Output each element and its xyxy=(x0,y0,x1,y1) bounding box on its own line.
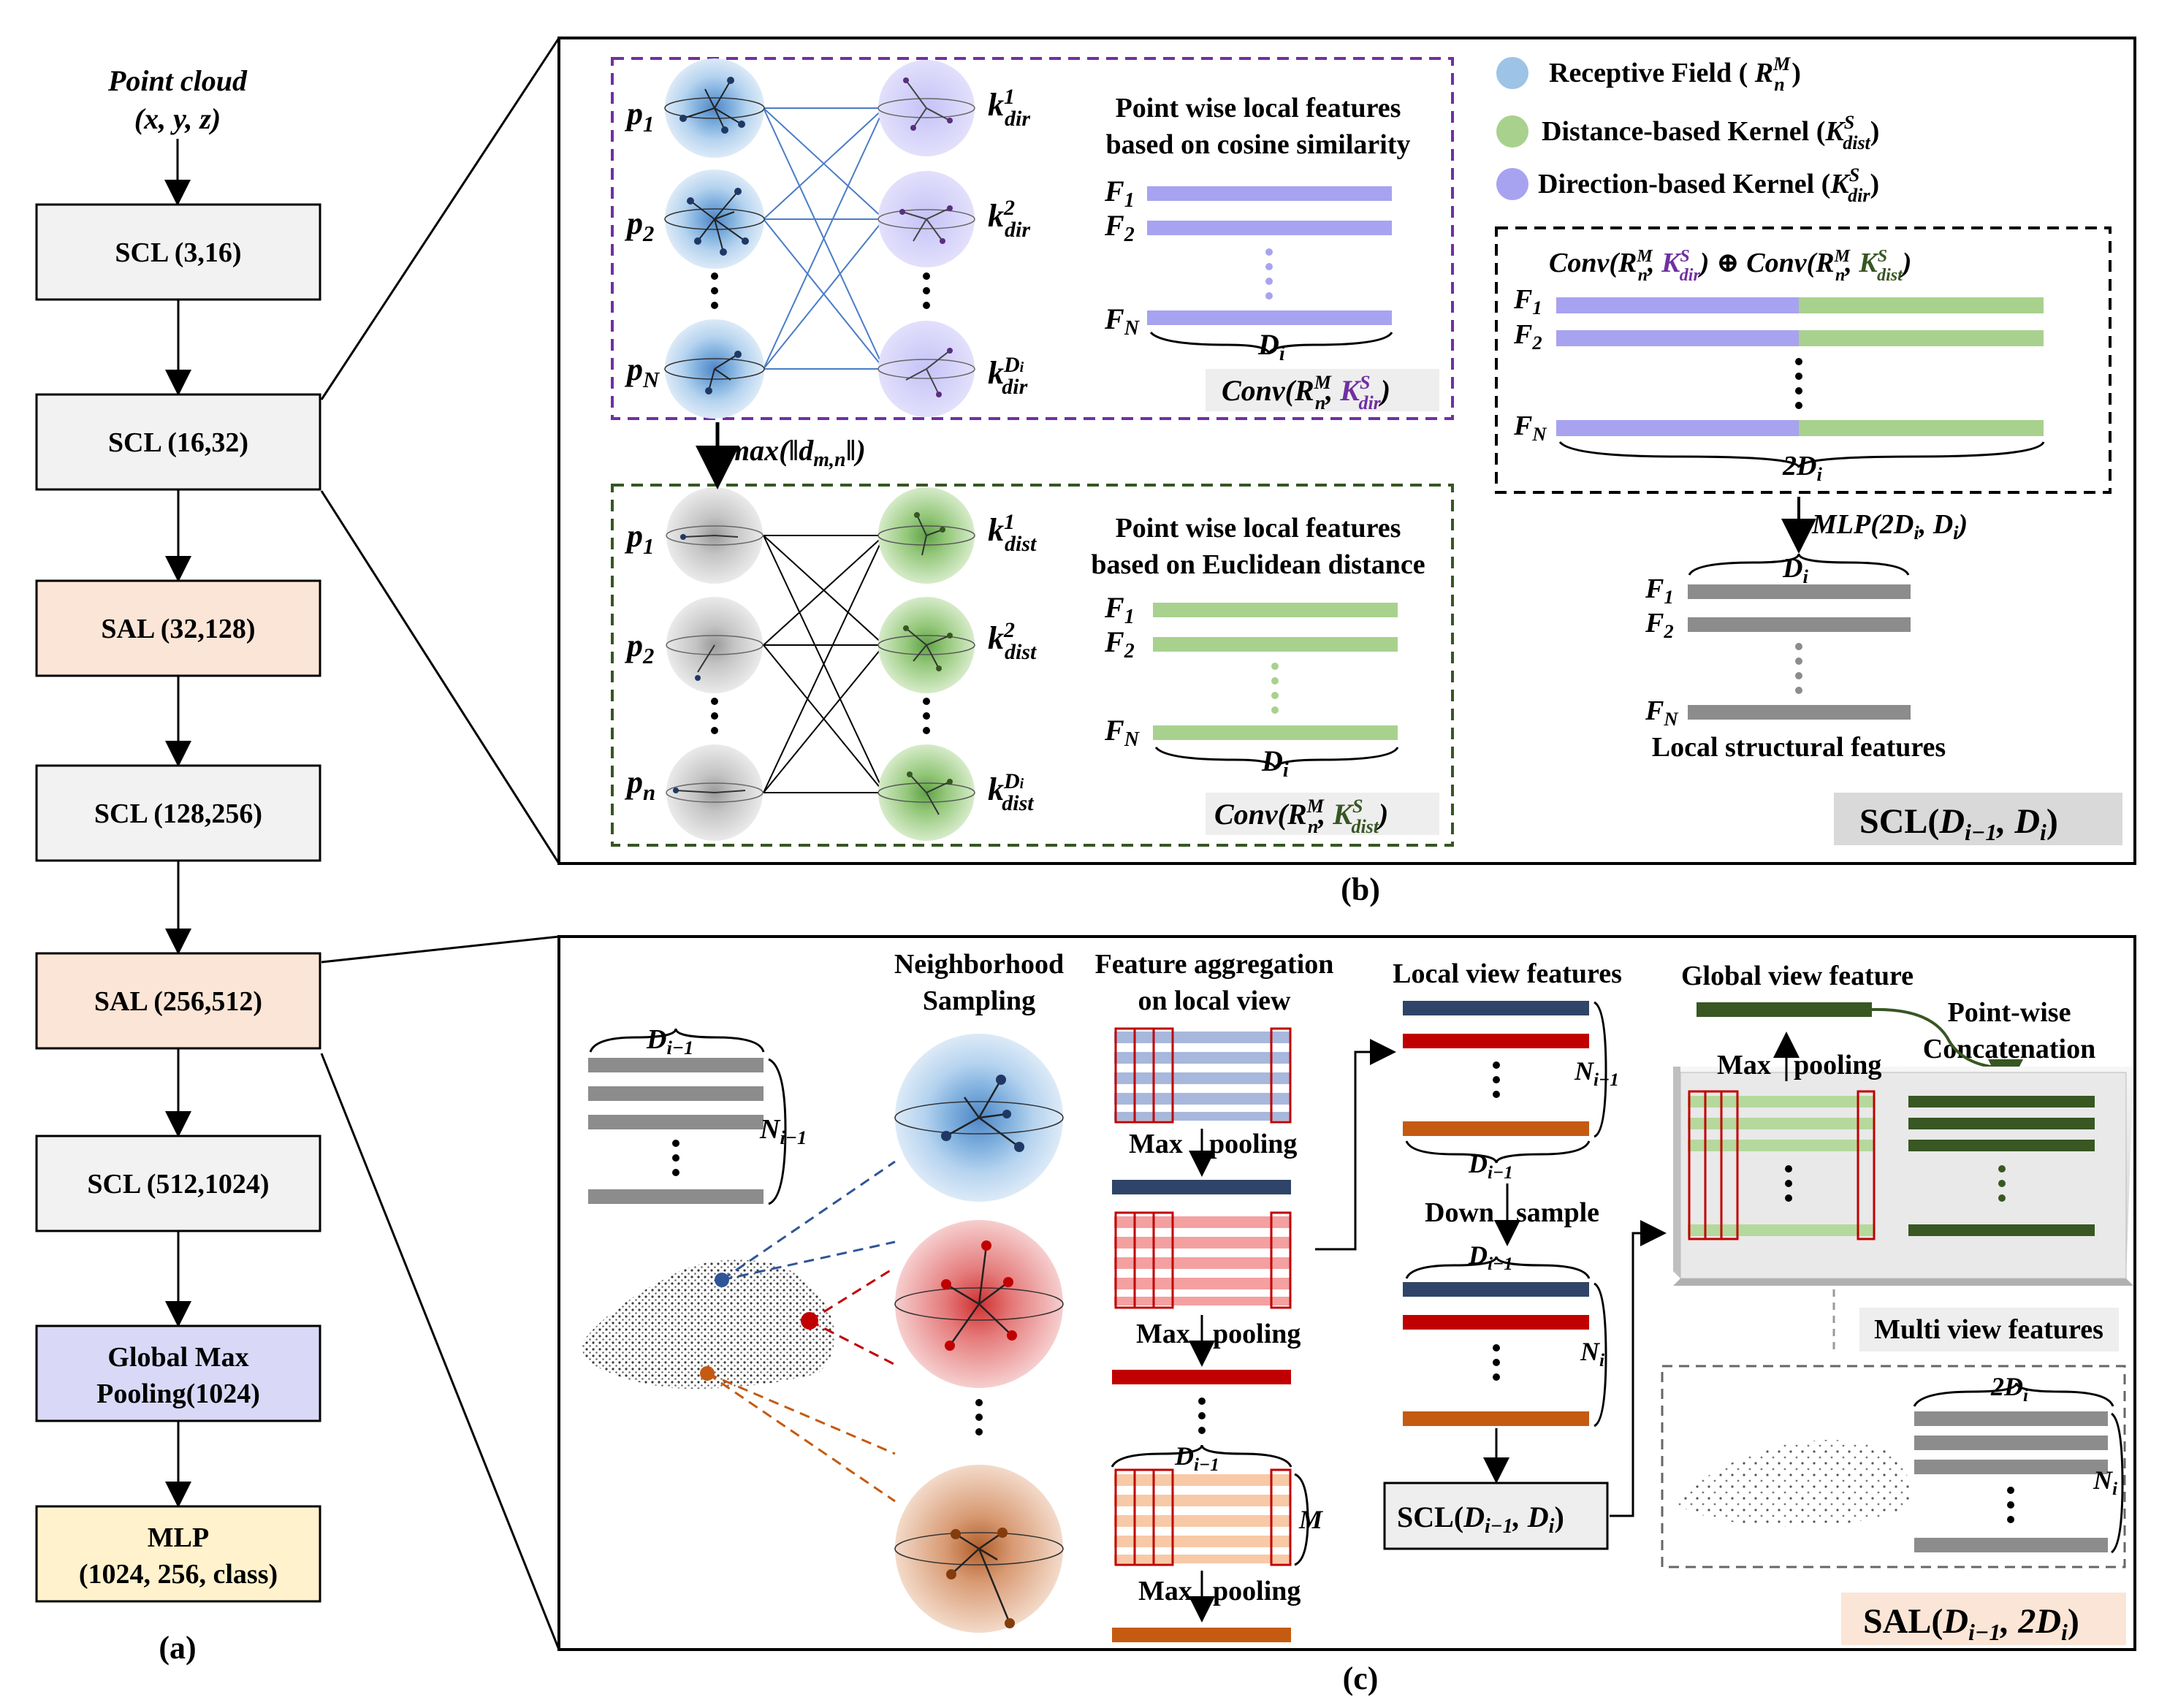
direction-kernel-box xyxy=(611,57,1454,420)
receptive-field-p1 xyxy=(664,58,765,158)
pipeline-block-label: Pooling(1024) xyxy=(96,1379,260,1409)
legend: Receptive Field ( RM n ) Distance-based K… xyxy=(1496,53,1879,206)
sal-panel: Di−1 Ni−1 Neig xyxy=(557,935,2136,1651)
svg-text:SCL(Di−1, Di): SCL(Di−1, Di) xyxy=(1859,802,2058,845)
direction-kernel-2 xyxy=(877,171,975,267)
feature-agg-line2: on local view xyxy=(1138,985,1292,1016)
svg-text:SCL(Di−1, Di): SCL(Di−1, Di) xyxy=(1397,1501,1564,1538)
svg-text:pooling: pooling xyxy=(1209,1129,1297,1159)
receptive-field-gray-2 xyxy=(666,597,764,693)
svg-text:Ni−1: Ni−1 xyxy=(759,1114,807,1148)
scl-mini-block xyxy=(1383,1482,1609,1550)
svg-text:SAL(Di−1, 2Di): SAL(Di−1, 2Di) xyxy=(1863,1602,2079,1645)
caption-b: (b) xyxy=(1341,872,1380,907)
svg-text:Max: Max xyxy=(1717,1050,1771,1080)
pipeline-block-label: SCL (512,1024) xyxy=(87,1169,269,1200)
svg-text:Down: Down xyxy=(1425,1197,1494,1228)
pipeline-block-3 xyxy=(35,579,321,677)
top-features-line1: Point wise local features xyxy=(1116,93,1401,123)
input-title: Point cloud xyxy=(107,64,248,97)
pipeline-block-4 xyxy=(35,764,321,862)
pipeline-block-label: SCL (16,32) xyxy=(108,427,248,458)
receptive-field-gray-n xyxy=(666,744,764,841)
receptive-field-gray-1 xyxy=(666,487,764,584)
neighborhood-line1: Neighborhood xyxy=(894,949,1064,980)
car-point-cloud xyxy=(581,1259,835,1389)
svg-text:pooling: pooling xyxy=(1794,1050,1881,1080)
svg-text:pooling: pooling xyxy=(1213,1576,1301,1606)
pipeline-block-7 xyxy=(35,1324,321,1422)
direction-kernel-1 xyxy=(877,60,975,156)
svg-text:Max: Max xyxy=(1136,1319,1190,1349)
svg-text:2Di: 2Di xyxy=(1782,451,1822,485)
global-view-label: Global view feature xyxy=(1681,961,1914,991)
distance-kernel-2 xyxy=(877,597,975,693)
direction-icon xyxy=(1496,168,1528,200)
neighborhood-orange xyxy=(894,1465,1064,1633)
caption-c: (c) xyxy=(1343,1661,1379,1696)
svg-text:sample: sample xyxy=(1516,1197,1599,1228)
pipeline-block-label: SAL (256,512) xyxy=(94,986,262,1017)
svg-text:Max: Max xyxy=(1129,1129,1183,1159)
local-view-label: Local view features xyxy=(1393,958,1622,989)
receptive-icon xyxy=(1496,57,1528,89)
pipeline-block-label: SCL (128,256) xyxy=(94,798,262,829)
svg-text:Max: Max xyxy=(1138,1576,1192,1606)
distance-icon xyxy=(1496,115,1528,148)
caption-a: (a) xyxy=(159,1630,196,1666)
pipeline-block-2 xyxy=(35,393,321,491)
direction-kernel-D xyxy=(877,321,975,417)
pipeline-block-6 xyxy=(35,1135,321,1232)
feature-agg-line1: Feature aggregation xyxy=(1095,949,1334,980)
red-aggregation-stack xyxy=(1114,1211,1292,1309)
local-structural-label: Local structural features xyxy=(1652,732,1946,763)
pipeline-block-label: (1024, 256, class) xyxy=(79,1559,278,1590)
scl-panel: p1 p2 pN p1 p2 pn k1 dir k2 dir kDi dir k1 d… xyxy=(557,37,2136,865)
svg-text:MLP(2Di, Di): MLP(2Di, Di) xyxy=(1811,509,1968,544)
bottom-features-line1: Point wise local features xyxy=(1116,513,1401,544)
distance-kernel-D xyxy=(877,744,975,841)
pipeline-block-5 xyxy=(35,952,321,1050)
scl-title-badge xyxy=(1834,793,2122,845)
pipeline-blocks: SCL (3,16) SCL (16,32) SAL (32,128) SCL (12… xyxy=(35,203,321,1603)
input-coords: (x, y, z) xyxy=(134,102,221,135)
blue-aggregation-stack xyxy=(1114,1027,1292,1124)
sal-title-badge xyxy=(1841,1593,2126,1645)
neighborhood-line2: Sampling xyxy=(923,985,1035,1016)
svg-text:F2: F2 xyxy=(1104,625,1135,663)
svg-text:pooling: pooling xyxy=(1213,1319,1301,1349)
receptive-field-pN xyxy=(664,319,765,419)
bottom-features-line2: based on Euclidean distance xyxy=(1091,549,1425,580)
orange-aggregation-stack xyxy=(1114,1468,1292,1566)
pipeline-block-label: MLP xyxy=(148,1522,209,1553)
pointwise-line1: Point-wise xyxy=(1948,997,2071,1028)
svg-text:Di−1: Di−1 xyxy=(1468,1240,1513,1274)
neighborhood-blue xyxy=(894,1034,1064,1202)
pipeline-block-label: SAL (32,128) xyxy=(101,614,255,644)
pipeline-block-label: SCL (3,16) xyxy=(115,237,241,268)
distance-kernel-1 xyxy=(877,487,975,584)
pipeline-panel: Point cloud (x, y, z) SCL (3,16) SCL (16,… xyxy=(35,64,321,1666)
pipeline-block-label: Global Max xyxy=(107,1342,248,1373)
multi-view-label: Multi view features xyxy=(1874,1314,2103,1345)
svg-text:p2: p2 xyxy=(624,628,654,668)
neighborhood-red xyxy=(894,1220,1064,1388)
distance-kernel-box xyxy=(611,484,1454,847)
svg-text:2Di: 2Di xyxy=(1990,1372,2028,1406)
svg-text:FN: FN xyxy=(1513,411,1547,445)
receptive-field-p2 xyxy=(664,169,765,269)
svg-text:M: M xyxy=(1298,1505,1324,1534)
svg-text:Receptive Field ( RMn ): Receptive Field ( RM n ) xyxy=(1549,53,1801,95)
top-features-line2: based on cosine similarity xyxy=(1106,129,1411,160)
pipeline-block-8 xyxy=(35,1505,321,1603)
